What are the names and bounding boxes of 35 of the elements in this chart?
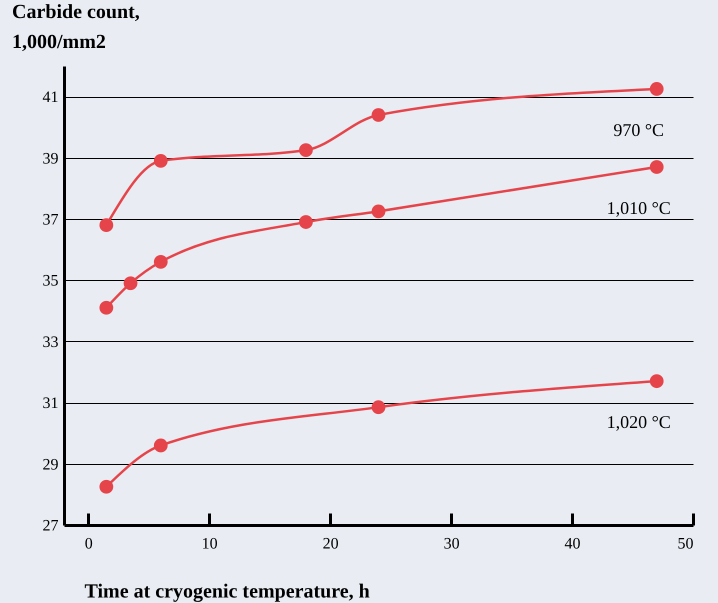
y-tick-label: 29: [42, 456, 58, 474]
point: [154, 438, 168, 452]
x-tick-label: 0: [84, 536, 93, 552]
y-tick-label: 41: [42, 89, 58, 106]
series-label: 970 °C: [613, 120, 664, 140]
text: Carbide count,: [12, 1, 140, 23]
point: [124, 276, 138, 290]
point: [372, 400, 386, 414]
x-tick-label: 50: [678, 536, 694, 552]
x-tick-label: 10: [202, 536, 218, 552]
x-axis-title: Time at cryogenic temperature, h: [84, 580, 370, 602]
point: [650, 82, 664, 96]
point: [99, 300, 114, 315]
point: [99, 480, 114, 494]
point: [99, 218, 114, 232]
point: [372, 108, 386, 122]
point: [154, 154, 168, 168]
y-tick-label: 31: [42, 395, 58, 412]
y-tick-label: 37: [42, 212, 58, 228]
point: [299, 215, 313, 229]
y-tick-label: 27: [42, 518, 58, 534]
point: [650, 160, 664, 174]
y-tick-label: 39: [42, 150, 58, 168]
point: [299, 143, 313, 158]
text: 1,000/mm2: [12, 31, 106, 53]
x-tick-label: 20: [322, 536, 339, 552]
x-tick-label: 40: [564, 536, 581, 552]
y-tick-label: 35: [42, 272, 58, 290]
series-label: 1,010 °C: [606, 198, 671, 218]
x-tick-label: 30: [444, 536, 460, 552]
point: [154, 254, 168, 269]
y-tick-label: 33: [42, 334, 58, 351]
series-label: 1,020 °C: [606, 412, 671, 432]
point: [372, 204, 386, 218]
point: [650, 374, 664, 388]
